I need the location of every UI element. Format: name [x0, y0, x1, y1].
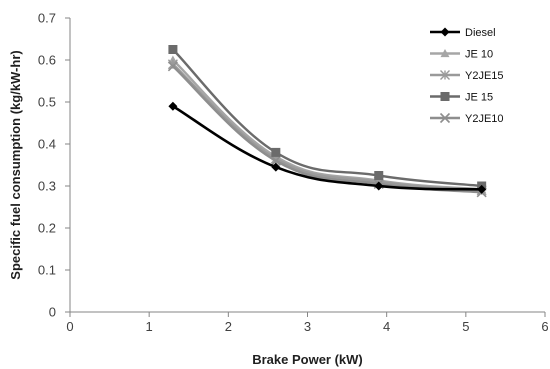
legend-marker	[440, 70, 450, 80]
x-tick-label: 3	[304, 319, 311, 334]
legend-label: JE 15	[465, 92, 493, 104]
data-point	[271, 147, 281, 157]
legend-item-je-10: JE 10	[430, 49, 493, 61]
x-tick-label: 1	[146, 319, 153, 334]
y-axis-title: Specific fuel consumption (kg/kW-hr)	[8, 50, 23, 279]
series-line	[172, 65, 482, 194]
series-line	[172, 63, 482, 192]
y-tick-label: 0.7	[38, 11, 56, 26]
legend-label: Y2JE10	[465, 113, 504, 125]
y-tick-label: 0	[49, 305, 56, 320]
data-point	[477, 184, 487, 194]
legend-marker	[440, 27, 450, 37]
data-point	[167, 61, 178, 72]
x-tick-label: 4	[383, 319, 390, 334]
legend-item-je-15: JE 15	[430, 92, 493, 104]
legend-item-y2je15: Y2JE15	[430, 70, 504, 82]
data-point	[168, 101, 178, 111]
legend-marker	[439, 112, 451, 124]
series-line	[172, 48, 482, 188]
legend-label: Diesel	[465, 27, 496, 39]
legend-item-y2je10: Y2JE10	[430, 112, 504, 125]
y-tick-label: 0.3	[38, 179, 56, 194]
data-point	[270, 155, 281, 166]
data-point	[374, 171, 384, 180]
series-layer	[167, 45, 487, 198]
y-tick-label: 0.2	[38, 221, 56, 236]
legend: Diesel JE 10 Y2JE15 JE 15 Y2JE10	[430, 27, 504, 125]
series-diesel	[168, 101, 487, 194]
data-point	[374, 181, 384, 191]
legend-label: JE 10	[465, 49, 493, 61]
legend-item-diesel: Diesel	[430, 27, 496, 39]
legend-label: Y2JE15	[465, 70, 504, 82]
x-tick-label: 6	[541, 319, 548, 334]
tick-labels: 0 1 2 3 4 5 6 0 0.1 0.2 0.3 0.4 0.5 0.6 0.7	[38, 11, 549, 335]
legend-marker	[440, 92, 450, 101]
axes	[69, 18, 545, 313]
data-point	[168, 45, 178, 54]
series-line	[172, 105, 482, 191]
y-tick-label: 0.6	[38, 53, 56, 68]
x-tick-label: 5	[462, 319, 469, 334]
x-tick-label: 0	[66, 319, 73, 334]
marker-stroke	[270, 155, 281, 166]
marker-stroke	[167, 61, 178, 72]
x-axis-title: Brake Power (kW)	[252, 352, 363, 367]
y-tick-label: 0.1	[38, 263, 56, 278]
y-tick-label: 0.4	[38, 137, 56, 152]
y-tick-label: 0.5	[38, 95, 56, 110]
data-point	[271, 162, 281, 172]
legend-marker	[440, 49, 450, 58]
marker-stroke	[439, 112, 451, 124]
x-tick-label: 2	[225, 319, 232, 334]
